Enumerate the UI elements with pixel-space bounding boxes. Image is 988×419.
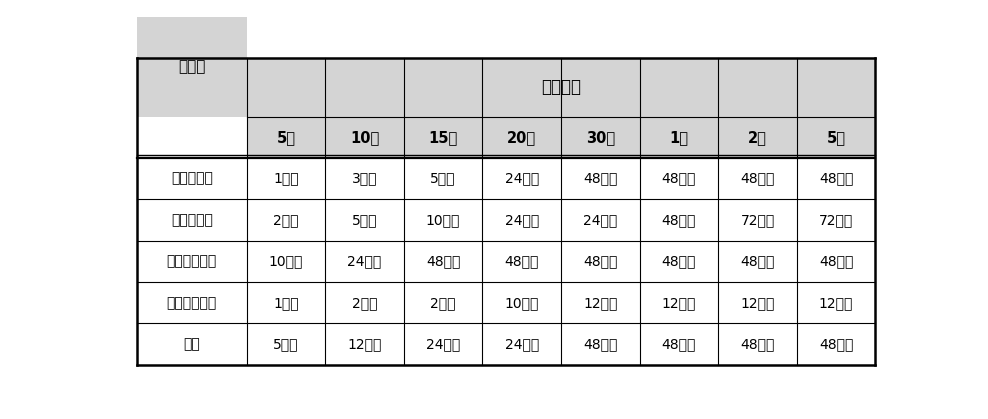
Text: 10시간: 10시간 — [269, 254, 303, 269]
Text: 12시간: 12시간 — [740, 296, 775, 310]
Text: 10시간: 10시간 — [426, 213, 460, 227]
Text: 12시간: 12시간 — [583, 296, 618, 310]
Text: 황산알루미늄: 황산알루미늄 — [167, 296, 217, 310]
Text: 48시간: 48시간 — [583, 254, 618, 269]
Text: 15초: 15초 — [429, 130, 457, 145]
Text: 5시간: 5시간 — [273, 337, 298, 351]
Text: 10시간: 10시간 — [505, 296, 538, 310]
Text: 2시간: 2시간 — [431, 296, 455, 310]
Text: 5시간: 5시간 — [431, 172, 455, 186]
Text: 매염제: 매염제 — [178, 59, 206, 74]
Text: 백반: 백반 — [184, 337, 201, 351]
Text: 48시간: 48시간 — [662, 213, 697, 227]
Text: 48시간: 48시간 — [505, 254, 538, 269]
Text: 24시간: 24시간 — [426, 337, 460, 351]
Text: 염화알루미늄: 염화알루미늄 — [167, 254, 217, 269]
Text: 72시간: 72시간 — [740, 213, 775, 227]
Text: 5초: 5초 — [277, 130, 295, 145]
Text: 12시간: 12시간 — [819, 296, 854, 310]
Text: 10초: 10초 — [350, 130, 379, 145]
Text: 48시간: 48시간 — [662, 337, 697, 351]
Text: 12시간: 12시간 — [662, 296, 697, 310]
Text: 48시간: 48시간 — [740, 337, 775, 351]
Text: 매염시간: 매염시간 — [541, 78, 581, 96]
Text: 5시간: 5시간 — [352, 213, 377, 227]
Text: 2시간: 2시간 — [352, 296, 377, 310]
Text: 48시간: 48시간 — [583, 172, 618, 186]
Text: 24시간: 24시간 — [348, 254, 381, 269]
Text: 24시간: 24시간 — [505, 337, 538, 351]
Text: 48시간: 48시간 — [426, 254, 460, 269]
Text: 48시간: 48시간 — [583, 337, 618, 351]
Text: 24시간: 24시간 — [505, 213, 538, 227]
Text: 48시간: 48시간 — [662, 172, 697, 186]
Text: 3시간: 3시간 — [352, 172, 377, 186]
Text: 30초: 30초 — [586, 130, 615, 145]
Text: 48시간: 48시간 — [819, 172, 854, 186]
Text: 48시간: 48시간 — [740, 172, 775, 186]
Text: 염화제일철: 염화제일철 — [171, 172, 212, 186]
Text: 24시간: 24시간 — [505, 172, 538, 186]
Text: 12시간: 12시간 — [347, 337, 381, 351]
Text: 2시간: 2시간 — [273, 213, 298, 227]
Text: 48시간: 48시간 — [819, 337, 854, 351]
Text: 48시간: 48시간 — [819, 254, 854, 269]
Text: 48시간: 48시간 — [740, 254, 775, 269]
Text: 48시간: 48시간 — [662, 254, 697, 269]
Text: 1분: 1분 — [670, 130, 689, 145]
Text: 24시간: 24시간 — [583, 213, 618, 227]
Text: 염화제이철: 염화제이철 — [171, 213, 212, 227]
Text: 5분: 5분 — [827, 130, 846, 145]
Text: 1시간: 1시간 — [273, 172, 298, 186]
Text: 1시간: 1시간 — [273, 296, 298, 310]
Text: 72시간: 72시간 — [819, 213, 854, 227]
Text: 20초: 20초 — [507, 130, 536, 145]
Text: 2분: 2분 — [748, 130, 767, 145]
